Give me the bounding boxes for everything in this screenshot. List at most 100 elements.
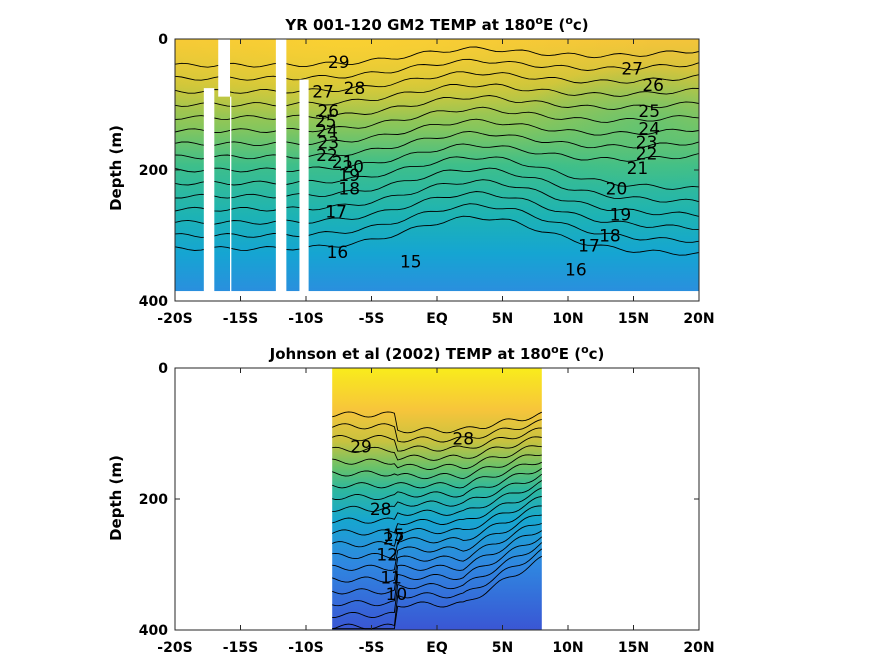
y-tick-label: 200 — [139, 492, 168, 508]
contour-line — [174, 130, 700, 160]
x-tick-label: 15N — [618, 311, 649, 327]
contour-label: 20 — [606, 179, 628, 199]
y-axis-label: Depth (m) — [107, 125, 125, 211]
y-tick-label: 400 — [139, 294, 168, 310]
contour-label: 17 — [325, 202, 347, 222]
axes: -20S -15S -10S -5S EQ 5N 10N 15N 20N 0 200 400 — [139, 32, 715, 327]
contour-label: 29 — [350, 438, 372, 458]
contour-line — [332, 496, 542, 548]
contour-label: 27 — [383, 529, 405, 549]
chart-title: Johnson et al (2002) TEMP at 180oE (oc) — [269, 343, 605, 363]
contour-label: 26 — [642, 76, 664, 96]
masked-column — [299, 79, 309, 301]
contour-line — [174, 106, 700, 133]
heatmap-field — [332, 368, 542, 630]
contour-label: 15 — [383, 526, 405, 546]
contour-label: 16 — [565, 261, 587, 281]
contour-line — [332, 555, 543, 630]
y-tick-label: 0 — [158, 361, 168, 377]
contour-label: 28 — [344, 79, 366, 99]
plot-area: 29 28 28 27 11 12 10 15 — [332, 368, 543, 630]
contour-label: 27 — [621, 59, 643, 79]
contour-line — [174, 58, 700, 81]
contour-line — [332, 454, 542, 480]
contour-label: 16 — [327, 243, 349, 263]
masked-column — [218, 39, 231, 97]
masked-column — [230, 96, 232, 301]
contour-line — [332, 419, 542, 443]
contour-label: 21 — [627, 159, 649, 179]
contour-label: 28 — [370, 500, 392, 520]
masked-column — [203, 88, 215, 301]
contour-label: 24 — [638, 120, 660, 140]
contour-label: 23 — [636, 133, 658, 153]
contour-label: 22 — [316, 146, 338, 166]
contour-label: 18 — [599, 227, 621, 247]
contour-line — [174, 71, 700, 94]
x-tick-label: -20S — [157, 640, 192, 656]
contour-line — [174, 215, 700, 256]
contour-line — [174, 46, 700, 68]
contour-line — [332, 530, 543, 595]
contour-label: 12 — [376, 546, 398, 566]
contour-line — [174, 95, 700, 120]
contour-line — [174, 203, 700, 243]
masked-column — [275, 39, 287, 301]
x-tick-label: -15S — [223, 311, 258, 327]
contour-line — [174, 118, 700, 147]
x-tick-label: 5N — [492, 311, 513, 327]
contour-label: 20 — [342, 158, 364, 178]
contour-label: 19 — [338, 166, 360, 186]
x-tick-label: 10N — [552, 640, 583, 656]
contour-line — [175, 167, 700, 203]
contour-line — [332, 480, 543, 524]
contour-line — [174, 83, 700, 107]
contour-label: 25 — [638, 102, 660, 122]
contour-line — [332, 473, 543, 512]
x-tick-label: EQ — [426, 311, 448, 327]
contour-label: 21 — [332, 153, 354, 173]
contour-line — [332, 536, 543, 607]
x-tick-label: 10N — [552, 311, 583, 327]
x-tick-label: -15S — [223, 640, 258, 656]
y-tick-label: 0 — [158, 32, 168, 48]
contour-line — [174, 143, 700, 173]
y-axis-label: Depth (m) — [107, 455, 125, 541]
contour-label: 28 — [452, 430, 474, 450]
x-tick-label: -20S — [157, 311, 192, 327]
contour-label: 29 — [328, 53, 350, 73]
contour-label: 23 — [317, 133, 339, 153]
x-tick-label: 15N — [618, 640, 649, 656]
x-tick-label: 5N — [492, 640, 513, 656]
chart-panel-top: YR 001-120 GM2 TEMP at 180oE (oc) 29 28 27… — [107, 14, 715, 327]
contour-line — [332, 468, 543, 501]
contour-line — [174, 191, 700, 231]
contour-line — [332, 436, 542, 461]
y-tick-label: 400 — [139, 623, 168, 639]
x-tick-label: -5S — [359, 311, 385, 327]
contour-label: 22 — [636, 145, 658, 165]
chart-panel-bottom: Johnson et al (2002) TEMP at 180oE (oc) … — [107, 343, 715, 656]
contour-line — [332, 461, 542, 489]
contour-label: 19 — [610, 206, 632, 226]
contour-label: 25 — [315, 112, 337, 132]
x-tick-label: -10S — [288, 311, 323, 327]
x-tick-label: 20N — [683, 640, 714, 656]
contour-line — [332, 427, 542, 452]
x-tick-label: 20N — [683, 311, 714, 327]
contour-line — [174, 179, 700, 217]
y-tick-label: 200 — [139, 163, 168, 179]
chart-title: YR 001-120 GM2 TEMP at 180oE (oc) — [284, 14, 588, 34]
contour-line — [332, 514, 542, 571]
contour-label: 26 — [317, 102, 339, 122]
x-tick-label: -5S — [359, 640, 385, 656]
contour-label: 11 — [380, 569, 402, 589]
contour-label: 10 — [386, 585, 408, 605]
contour-label: 18 — [338, 179, 360, 199]
contour-line — [174, 156, 700, 190]
contour-label: 27 — [312, 82, 334, 102]
contour-line — [332, 411, 542, 434]
axes: -20S -15S -10S -5S EQ 5N 10N 15N 20N 0 200 400 — [139, 361, 715, 656]
